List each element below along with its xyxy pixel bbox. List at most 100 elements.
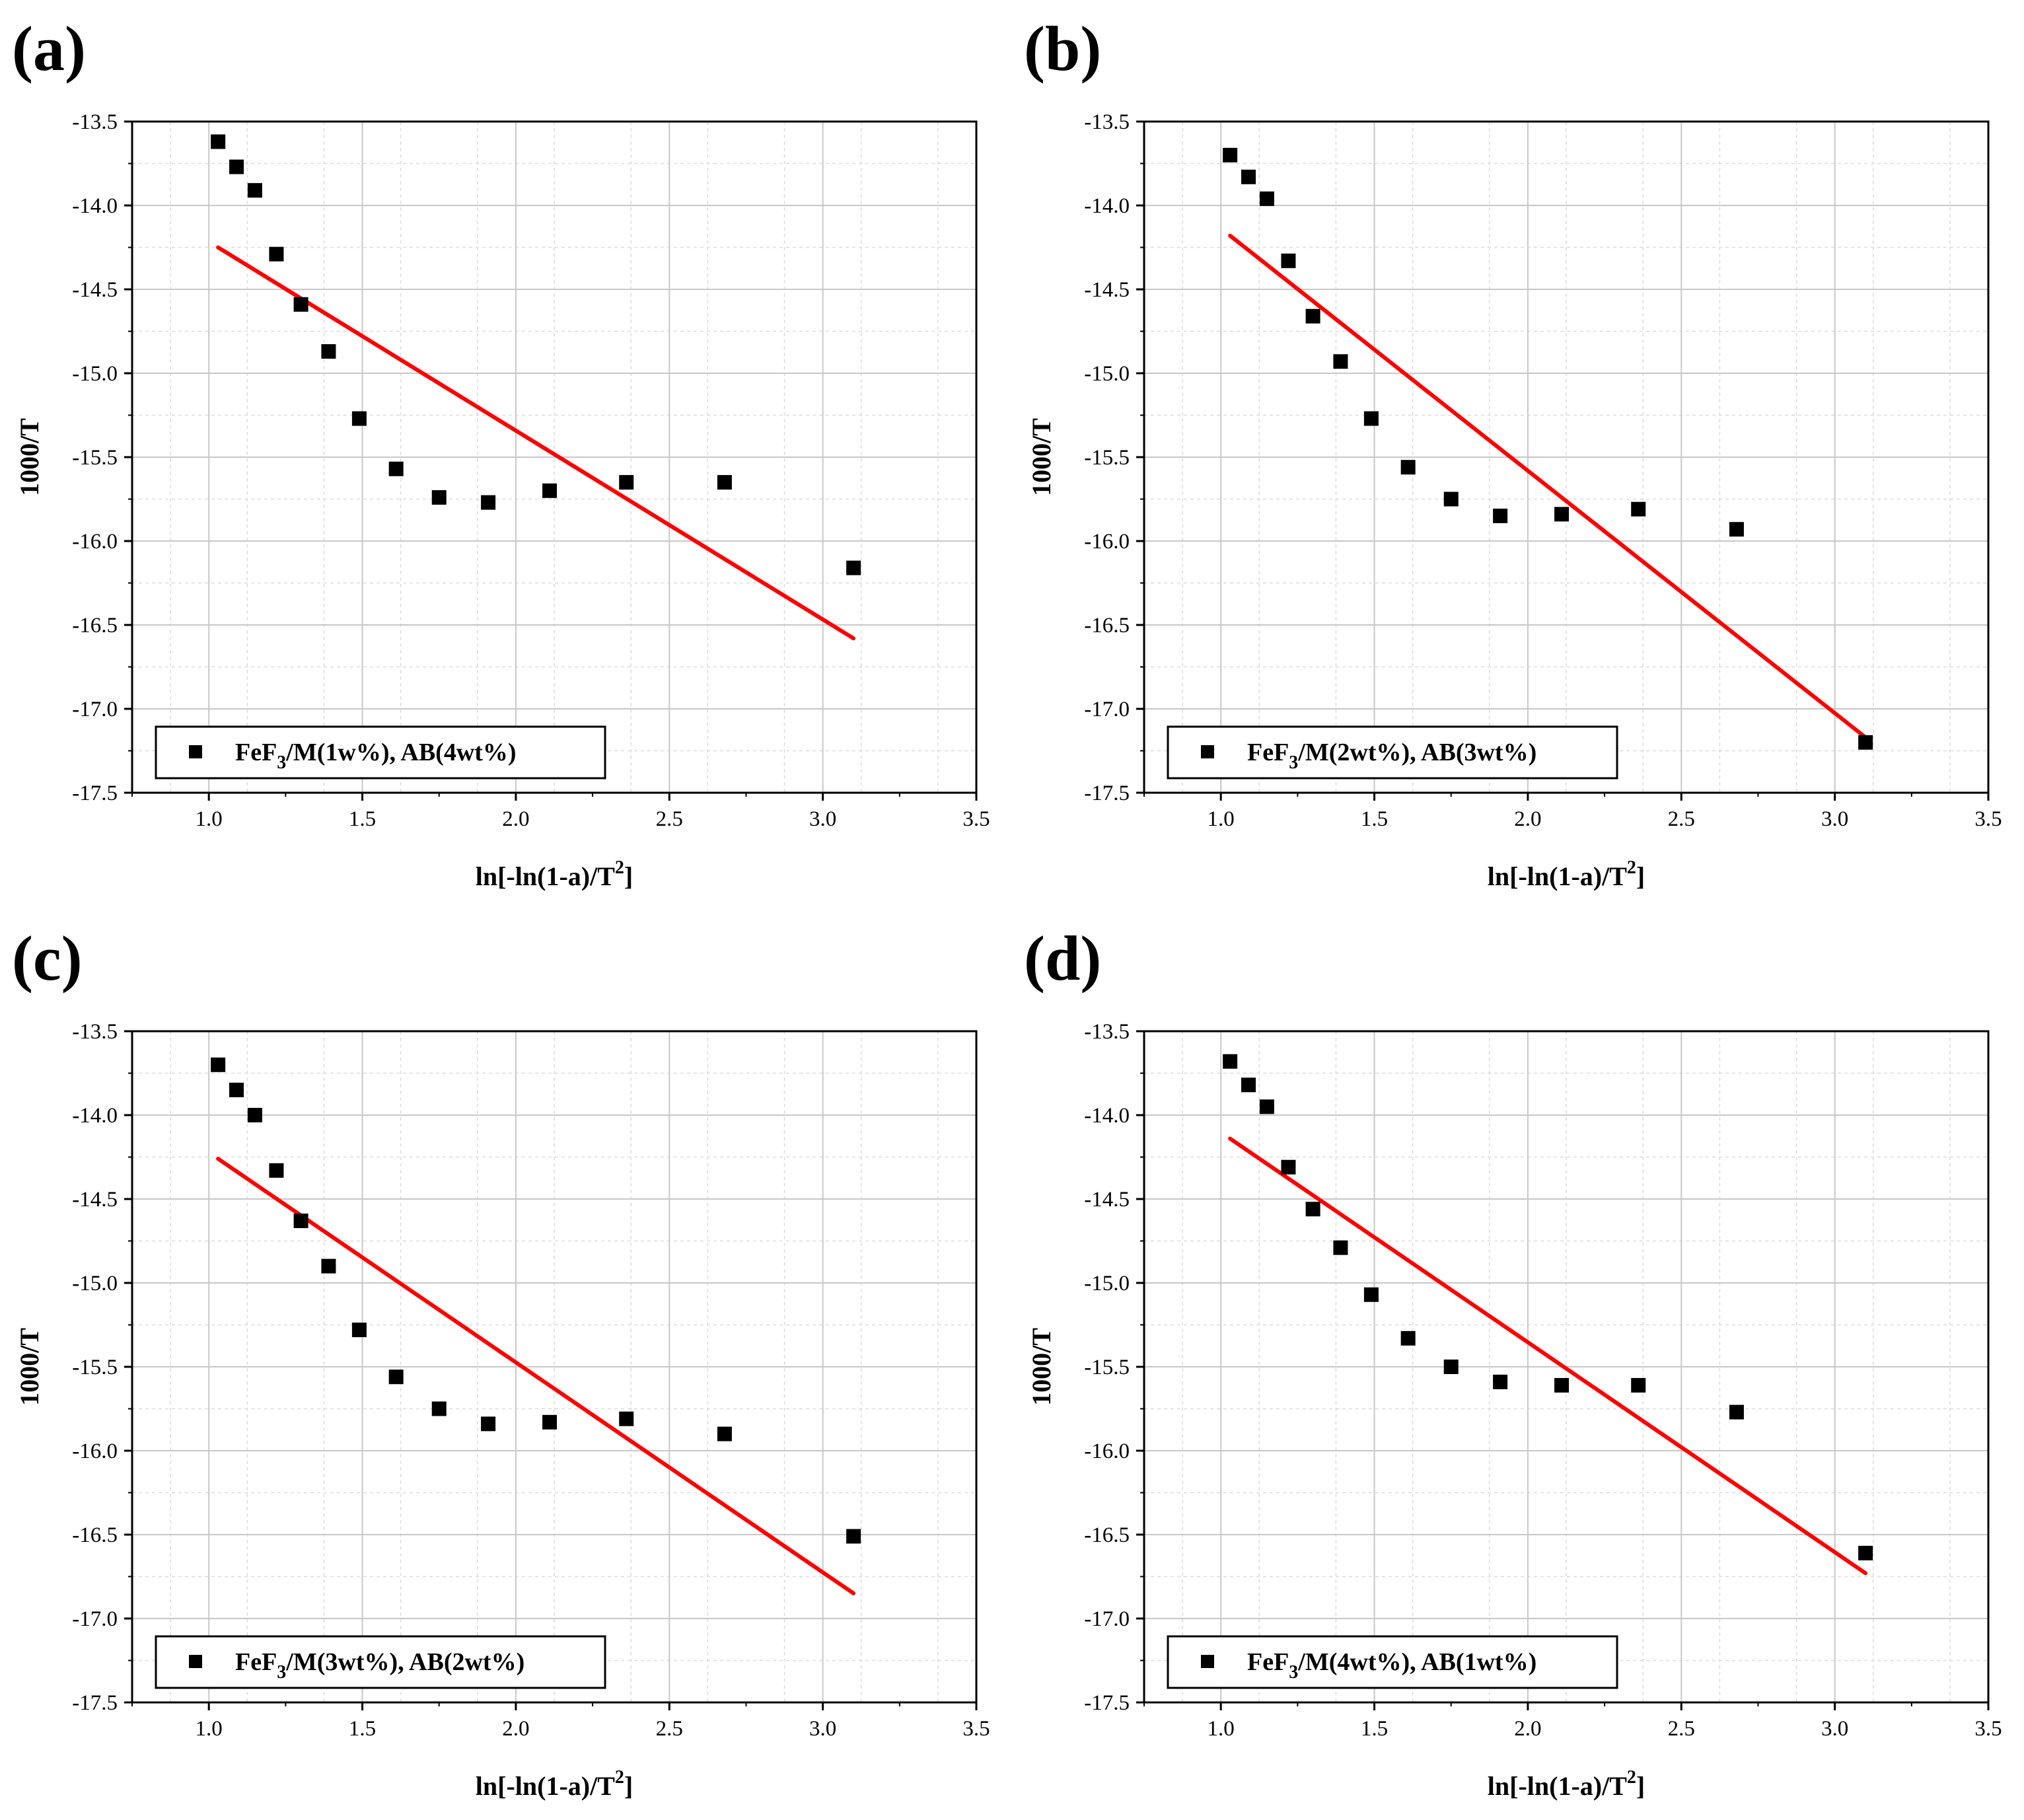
legend-marker: [189, 1655, 202, 1668]
x-axis-title-end: ]: [1636, 1771, 1645, 1801]
data-point: [846, 560, 861, 575]
x-axis-title: ln[-ln(1-a)/T2]: [476, 1767, 633, 1801]
panel-label: (d): [1024, 923, 1101, 994]
x-tick-label: 3.0: [1821, 1717, 1848, 1741]
data-point: [229, 1082, 244, 1097]
panel-d: (d) 1.0 1.5 2.0 2.5 3.0 3.5 -13.5 -14.0 -14.5 -15.…: [1012, 910, 2024, 1819]
legend-label-post: /M(1w%), AB(4wt%): [285, 739, 516, 766]
x-tick-label: 2.5: [1668, 807, 1695, 831]
x-axis-title-main: ln[-ln(1-a)/T: [476, 861, 615, 891]
x-axis-title: ln[-ln(1-a)/T2]: [1488, 1767, 1645, 1801]
data-point: [1631, 501, 1646, 517]
panel-label: (a): [12, 13, 86, 84]
y-tick-label: -13.5: [1084, 110, 1130, 134]
legend-box: [1167, 1635, 1618, 1689]
x-axis-title-end: ]: [624, 861, 633, 891]
y-tick-label: -14.0: [1084, 194, 1130, 218]
y-tick-label: -16.0: [1084, 530, 1130, 554]
data-point: [431, 1401, 447, 1416]
y-tick-label: -15.5: [72, 1356, 118, 1379]
panel-label: (c): [12, 923, 83, 994]
y-tick-label: -13.5: [72, 1020, 118, 1044]
data-point: [481, 1416, 496, 1432]
x-tick-label: 2.5: [656, 807, 683, 831]
data-point: [351, 1323, 367, 1338]
data-point: [1223, 1054, 1238, 1069]
data-point: [1400, 460, 1416, 475]
legend-label-post: /M(2wt%), AB(3wt%): [1297, 739, 1536, 766]
data-point: [1858, 735, 1873, 750]
x-axis-title-sup: 2: [1627, 1767, 1636, 1788]
data-point: [351, 411, 367, 426]
x-tick-label: 3.0: [809, 1717, 836, 1741]
y-tick-label: -14.5: [72, 278, 118, 302]
y-axis-title: 1000/T: [15, 418, 44, 496]
fit-line: [216, 245, 856, 641]
x-tick-label: 3.5: [962, 1717, 990, 1741]
x-tick-label: 2.5: [1668, 1717, 1695, 1741]
x-axis-title-sup: 2: [615, 1767, 624, 1788]
x-tick-label: 2.5: [656, 1717, 683, 1741]
x-axis-title-main: ln[-ln(1-a)/T: [1488, 1771, 1627, 1801]
y-tick-label: -17.0: [72, 698, 118, 721]
x-tick-label: 1.0: [1208, 807, 1235, 831]
legend-label: FeF3/M(2wt%), AB(3wt%): [1247, 739, 1536, 773]
x-tick-label: 3.0: [809, 807, 836, 831]
data-point: [211, 134, 226, 149]
panel-b: (b) 1.0 1.5 2.0 2.5 3.0 3.5 -13.5 -14.0 -14.5 -15.…: [1012, 0, 2024, 910]
legend-label-sub: 3: [277, 752, 286, 773]
y-tick-label: -13.5: [72, 110, 118, 134]
x-axis-title-sup: 2: [1627, 857, 1636, 878]
legend-label-post: /M(3wt%), AB(2wt%): [285, 1648, 524, 1676]
y-tick-label: -14.0: [1084, 1104, 1130, 1128]
panel-a: (a) 1.0 1.5 2.0 2.5 3.0 3.5 -13.5 -14.0 -14.5 -15.…: [0, 0, 1012, 910]
data-point: [1493, 508, 1508, 523]
y-tick-label: -17.5: [1084, 782, 1130, 805]
x-axis-title-main: ln[-ln(1-a)/T: [476, 1771, 615, 1801]
data-point: [1858, 1545, 1873, 1560]
legend-label-pre: FeF: [235, 739, 277, 766]
y-axis-title: 1000/T: [1027, 418, 1056, 496]
x-axis-title-end: ]: [624, 1771, 633, 1801]
x-tick-label: 2.0: [1514, 807, 1541, 831]
legend-label: FeF3/M(3wt%), AB(2wt%): [235, 1648, 524, 1683]
x-tick-label: 1.5: [1361, 1717, 1388, 1741]
x-tick-label: 3.5: [1974, 1717, 2002, 1741]
data-point: [542, 483, 558, 498]
x-axis-title-sup: 2: [615, 857, 624, 878]
y-tick-label: -15.5: [1084, 446, 1130, 470]
x-tick-label: 1.5: [1361, 807, 1388, 831]
legend-label: FeF3/M(4wt%), AB(1wt%): [1247, 1648, 1536, 1683]
y-tick-label: -16.5: [1084, 614, 1130, 637]
data-point: [1305, 1202, 1320, 1217]
y-tick-label: -14.0: [72, 194, 118, 218]
x-axis-title: ln[-ln(1-a)/T2]: [1488, 857, 1645, 891]
legend-label: FeF3/M(1w%), AB(4wt%): [235, 739, 517, 773]
y-tick-label: -15.0: [1084, 362, 1130, 386]
data-point: [211, 1057, 226, 1072]
x-tick-label: 2.0: [1514, 1717, 1541, 1741]
legend-label-pre: FeF: [1247, 739, 1289, 766]
chart-a: (a) 1.0 1.5 2.0 2.5 3.0 3.5 -13.5 -14.0 -14.5 -15.…: [12, 13, 990, 891]
x-tick-label: 3.0: [1821, 807, 1848, 831]
y-tick-label: -14.0: [72, 1104, 118, 1128]
data-point: [1443, 1360, 1459, 1374]
data-point: [1223, 147, 1238, 163]
y-tick-label: -17.5: [72, 1691, 118, 1715]
legend-marker: [189, 745, 202, 758]
data-point: [1259, 191, 1274, 206]
data-point: [388, 461, 404, 476]
panel-c: (c) 1.0 1.5 2.0 2.5 3.0 3.5 -13.5 -14.0 -14.5 -15.…: [0, 910, 1012, 1819]
legend-label-sub: 3: [1289, 1662, 1298, 1683]
data-point: [293, 297, 308, 312]
x-tick-label: 2.0: [502, 807, 529, 831]
x-tick-label: 1.0: [1208, 1717, 1235, 1741]
x-tick-label: 3.5: [1974, 807, 2002, 831]
y-tick-label: -17.5: [1084, 1691, 1130, 1715]
data-point: [269, 246, 284, 262]
data-point: [388, 1369, 404, 1385]
data-point: [1333, 354, 1348, 369]
chart-c: (c) 1.0 1.5 2.0 2.5 3.0 3.5 -13.5 -14.0 -14.5 -15.…: [12, 923, 990, 1801]
legend-label-sub: 3: [1289, 752, 1298, 773]
data-point: [542, 1414, 558, 1430]
